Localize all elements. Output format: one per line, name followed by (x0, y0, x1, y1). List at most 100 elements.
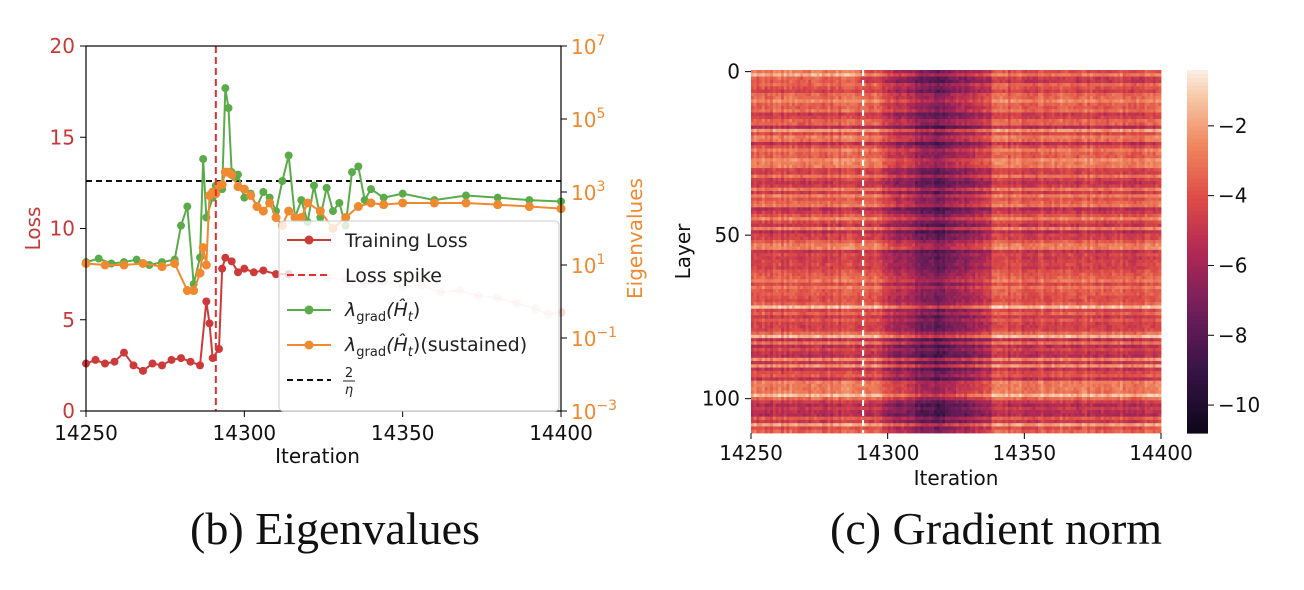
heatmap-cell (917, 92, 921, 97)
heatmap-cell (882, 86, 886, 91)
heatmap-cell (1073, 92, 1077, 97)
heatmap-cell (983, 96, 987, 100)
heatmap-cell (1139, 155, 1143, 159)
heatmap-cell (1032, 76, 1036, 81)
heatmap-cell (874, 138, 878, 143)
heatmap-cell (945, 115, 949, 120)
heatmap-cell (1059, 151, 1063, 156)
heatmap-cell (1048, 135, 1053, 140)
heatmap-cell (950, 168, 954, 172)
heatmap-cell (1111, 141, 1115, 146)
heatmap-cell (923, 86, 927, 91)
heatmap-cell (901, 151, 905, 156)
heatmap-cell (1038, 125, 1042, 130)
heatmap-cell (988, 89, 992, 94)
heatmap-cell (1144, 135, 1148, 140)
heatmap-cell (895, 128, 899, 133)
heatmap-cell (1081, 96, 1085, 100)
heatmap-cell (781, 125, 785, 130)
heatmap-cell (928, 158, 932, 162)
heatmap-cell (1133, 119, 1137, 123)
heatmap-cell (1051, 128, 1055, 133)
legend-marker-grad (304, 305, 314, 315)
heatmap-cell (884, 138, 889, 143)
heatmap-cell (1073, 155, 1077, 159)
heatmap-cell (1089, 89, 1094, 94)
heatmap-cell (794, 135, 798, 140)
heatmap-cell (879, 155, 883, 159)
heatmap-cell (1117, 83, 1121, 87)
heatmap-cell (781, 115, 785, 120)
heatmap-cell (852, 112, 856, 117)
heatmap-cell (1029, 115, 1033, 120)
x-tick-label: 14350 (371, 421, 435, 445)
heatmap-cell (912, 79, 916, 84)
heatmap-cell (846, 145, 850, 149)
heatmap-cell (909, 122, 913, 126)
heatmap-cell (1117, 70, 1121, 74)
heatmap-cell (841, 79, 845, 84)
heatmap-cell (909, 168, 913, 172)
heatmap-cell (874, 148, 878, 153)
heatmap-cell (1139, 102, 1143, 107)
heatmap-cell (939, 92, 943, 97)
heatmap-cell (915, 135, 919, 140)
heatmap-cell (1005, 128, 1009, 133)
heatmap-cell (1114, 70, 1118, 74)
heatmap-cell (1158, 109, 1162, 113)
heatmap-cell (805, 112, 809, 117)
heatmap-cell (975, 122, 979, 126)
heatmap-cell (871, 112, 875, 117)
heatmap-cell (1007, 122, 1012, 126)
heatmap-cell (953, 138, 957, 143)
heatmap-cell (781, 92, 785, 97)
heatmap-cell (961, 132, 965, 136)
heatmap-cell (1084, 158, 1088, 162)
heatmap-cell (767, 148, 771, 153)
heatmap-cell (1098, 128, 1102, 133)
heatmap-cell (1095, 122, 1099, 126)
heatmap-cell (1076, 79, 1080, 84)
heatmap-cell (874, 155, 878, 159)
heatmap-cell (1103, 86, 1107, 91)
heatmap-cell (1035, 119, 1039, 123)
heatmap-cell (854, 125, 858, 130)
heatmap-cell (1029, 73, 1033, 77)
heatmap-cell (841, 109, 845, 113)
heatmap-cell (1027, 122, 1031, 126)
heatmap-cell (802, 99, 807, 104)
heatmap-cell (942, 145, 946, 149)
heatmap-cell (966, 151, 971, 156)
heatmap-cell (942, 128, 946, 133)
heatmap-cell (827, 86, 831, 91)
heatmap-cell (1089, 86, 1094, 91)
heatmap-cell (753, 92, 757, 97)
heatmap-cell (1106, 132, 1110, 136)
heatmap-cell (1068, 132, 1072, 136)
heatmap-cell (852, 135, 856, 140)
heatmap-cell (860, 122, 864, 126)
heatmap-cell (904, 109, 908, 113)
heatmap-cell (945, 119, 949, 123)
heatmap-cell (1007, 161, 1012, 166)
heatmap-cell (928, 96, 932, 100)
heatmap-cell (1038, 83, 1042, 87)
heatmap-cell (843, 141, 848, 146)
heatmap-cell (1122, 132, 1126, 136)
heatmap-cell (1070, 73, 1074, 77)
heatmap-cell (980, 155, 984, 159)
heatmap-cell (830, 151, 834, 156)
heatmap-cell (983, 92, 987, 97)
heatmap-cell (1002, 102, 1006, 107)
heatmap-cell (906, 122, 910, 126)
heatmap-cell (1062, 158, 1066, 162)
heatmap-cell (824, 155, 828, 159)
heatmap-cell (988, 83, 992, 87)
heatmap-cell (764, 70, 768, 74)
heatmap-cell (876, 70, 880, 74)
heatmap-cell (792, 105, 796, 110)
heatmap-cell (1054, 145, 1058, 149)
point-grad (259, 188, 268, 196)
heatmap-cell (863, 128, 867, 133)
heatmap-cell (1098, 125, 1102, 130)
